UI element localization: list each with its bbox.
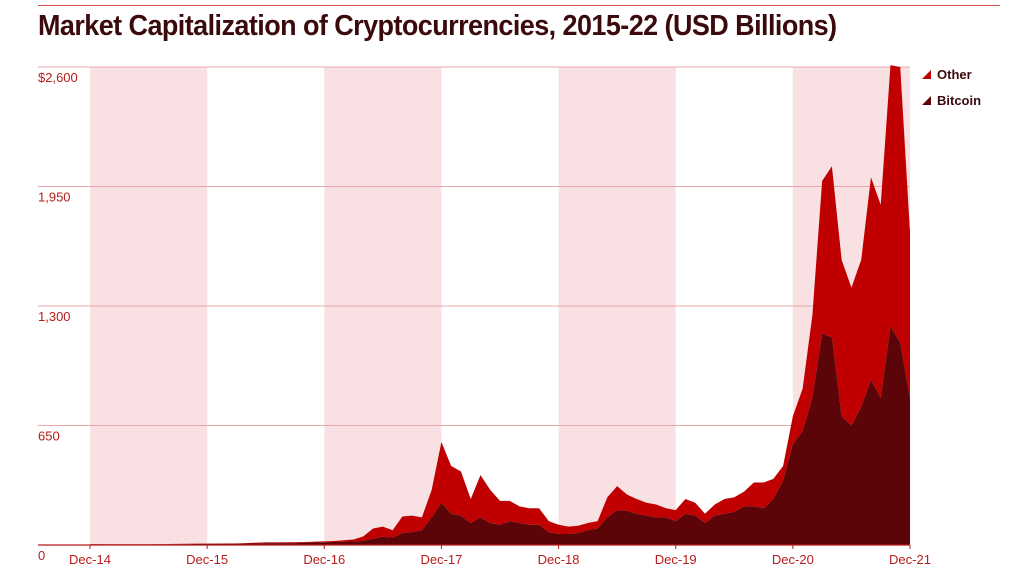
y-tick-label: 1,950 [38,190,71,205]
legend-label: Bitcoin [937,93,981,108]
area-series [90,65,910,545]
x-tick-label: Dec-15 [186,552,228,567]
x-tick-label: Dec-14 [69,552,111,567]
x-tick-label: Dec-21 [889,552,931,567]
x-tick-label: Dec-17 [420,552,462,567]
chart-title: Market Capitalization of Cryptocurrencie… [38,10,837,42]
series-area-bitcoin [90,326,910,545]
x-tick-label: Dec-20 [772,552,814,567]
x-tick-label: Dec-19 [655,552,697,567]
top-rule [38,5,1000,6]
y-tick-label: 0 [38,548,45,563]
legend: Other Bitcoin [922,67,981,108]
x-tick-label: Dec-18 [538,552,580,567]
x-tick-label: Dec-16 [303,552,345,567]
y-tick-label: 1,300 [38,309,71,324]
y-tick-label: $2,600 [38,70,78,85]
axes: 0 650 1,300 1,950 $2,600 Dec-14 Dec-15 Dec-16 De… [38,70,931,567]
legend-swatch [922,96,931,105]
legend-swatch [922,70,931,79]
y-tick-label: 650 [38,429,60,444]
legend-label: Other [937,67,972,82]
